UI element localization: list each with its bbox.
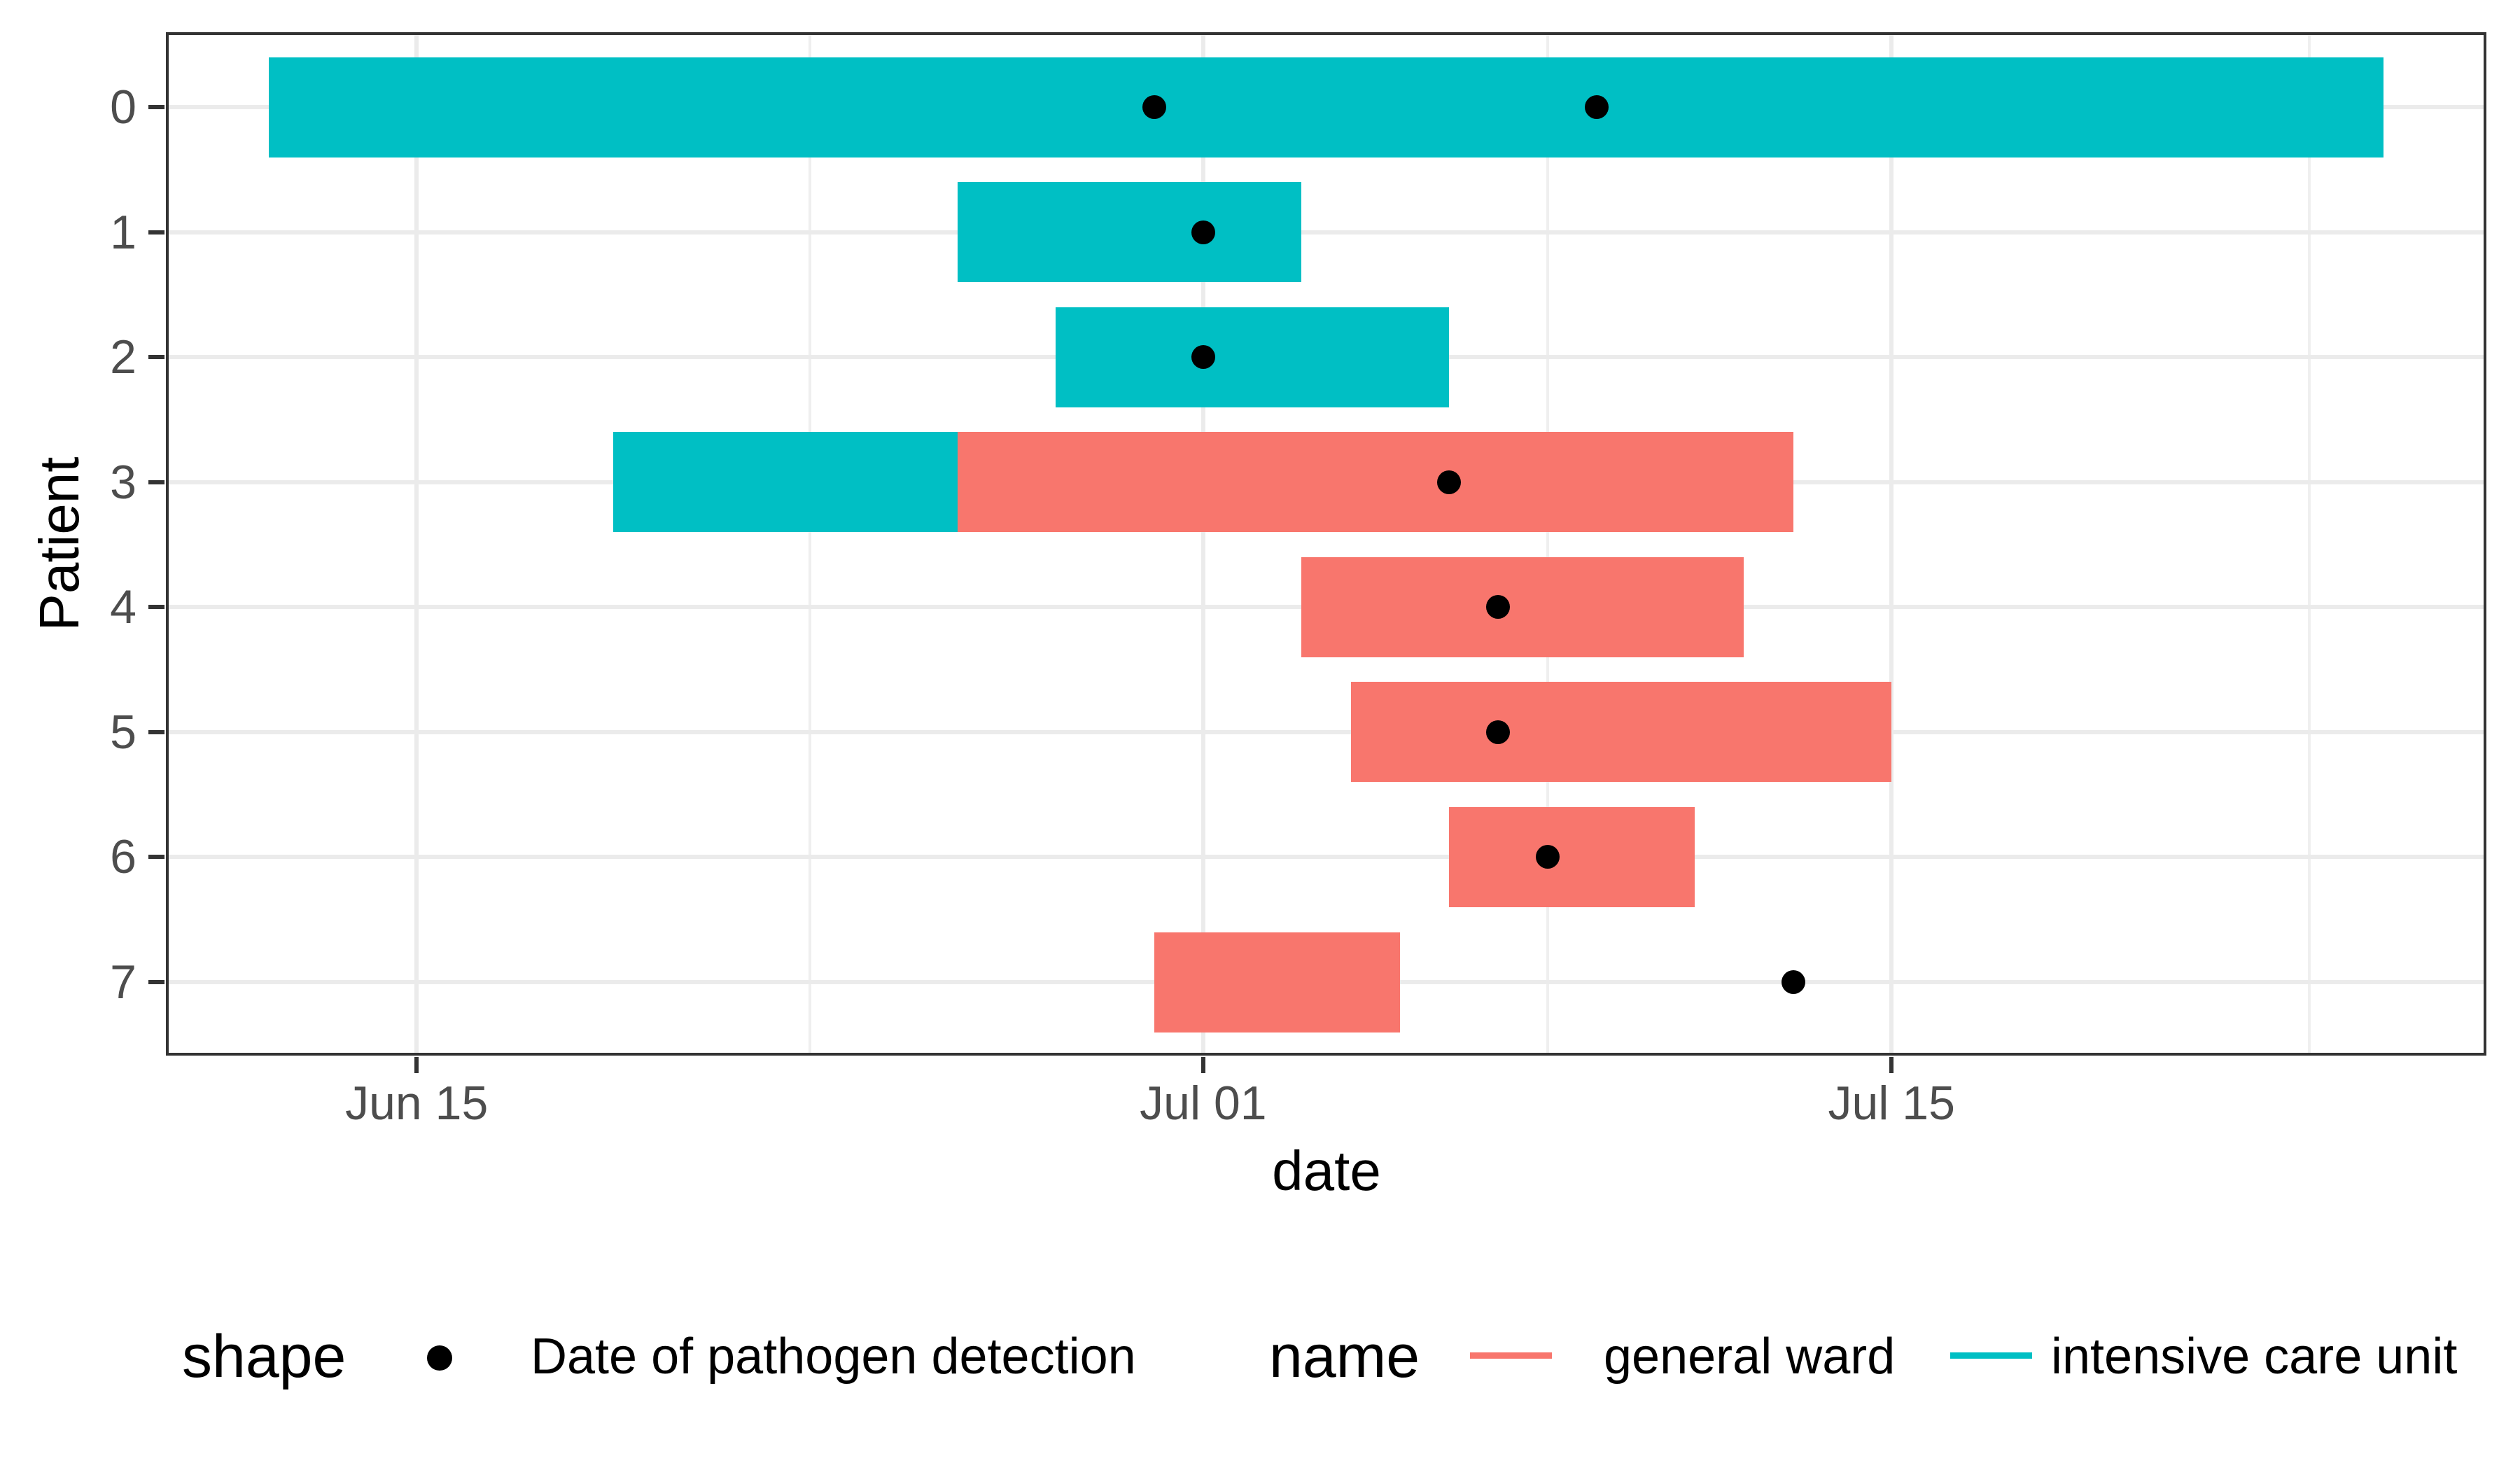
x-major-gridline bbox=[414, 32, 419, 1056]
detection-dot bbox=[1486, 720, 1511, 744]
y-tick-label: 5 bbox=[110, 705, 136, 759]
y-tick-label: 4 bbox=[110, 580, 136, 634]
stay-bar-general-ward-patient-5 bbox=[1350, 682, 1892, 783]
detection-dot bbox=[1142, 95, 1166, 119]
stay-bar-intensive-care-unit-patient-2 bbox=[1056, 307, 1450, 407]
y-tick bbox=[148, 479, 164, 484]
stay-bar-general-ward-patient-3 bbox=[957, 432, 1793, 533]
x-major-gridline bbox=[1889, 32, 1894, 1056]
y-tick bbox=[148, 980, 164, 984]
legend-shape-item-label: Date of pathogen detection bbox=[531, 1329, 1136, 1385]
x-tick-label: Jun 15 bbox=[345, 1077, 489, 1130]
legend-intensive-care-unit-label: intensive care unit bbox=[2051, 1329, 2458, 1385]
y-major-gridline bbox=[166, 729, 2486, 734]
x-axis-title: date bbox=[1272, 1140, 1381, 1202]
stay-bar-intensive-care-unit-patient-3 bbox=[613, 432, 958, 533]
stay-bar-general-ward-patient-4 bbox=[1301, 556, 1744, 657]
legend-name-title: name bbox=[1269, 1323, 1420, 1390]
x-minor-gridline bbox=[1546, 32, 1549, 1056]
detection-dot bbox=[1781, 970, 1805, 994]
y-tick-label: 0 bbox=[110, 80, 136, 134]
detection-dot bbox=[1191, 220, 1215, 244]
x-minor-gridline bbox=[808, 32, 812, 1056]
intensive-care-unit-key-line bbox=[1950, 1352, 2032, 1359]
detection-dot bbox=[1535, 845, 1560, 869]
x-tick bbox=[1200, 1057, 1205, 1073]
y-tick bbox=[148, 230, 164, 234]
panel-border bbox=[166, 32, 2486, 1056]
detection-dot bbox=[1584, 95, 1609, 119]
x-tick bbox=[1889, 1057, 1894, 1073]
y-tick-label: 7 bbox=[110, 955, 136, 1009]
stay-bar-general-ward-patient-6 bbox=[1449, 806, 1695, 907]
stay-bar-intensive-care-unit-patient-0 bbox=[269, 57, 2384, 158]
y-tick-label: 2 bbox=[110, 330, 136, 384]
x-tick-label: Jul 15 bbox=[1828, 1077, 1955, 1130]
y-tick-label: 3 bbox=[110, 455, 136, 509]
y-tick bbox=[148, 855, 164, 860]
y-major-gridline bbox=[166, 855, 2486, 860]
detection-dot bbox=[1437, 470, 1462, 494]
stay-bar-general-ward-patient-7 bbox=[1154, 932, 1400, 1032]
x-tick bbox=[414, 1057, 419, 1073]
y-tick bbox=[148, 355, 164, 360]
y-tick bbox=[148, 729, 164, 734]
x-tick-label: Jul 01 bbox=[1140, 1077, 1267, 1130]
general-ward-key-line bbox=[1470, 1352, 1552, 1359]
stay-bar-intensive-care-unit-patient-1 bbox=[957, 182, 1302, 283]
detection-dot bbox=[1191, 345, 1215, 370]
y-tick bbox=[148, 105, 164, 109]
y-tick bbox=[148, 605, 164, 610]
detection-dot bbox=[1486, 595, 1511, 620]
detection-dot-icon bbox=[427, 1345, 452, 1371]
x-minor-gridline bbox=[2308, 32, 2311, 1056]
y-tick-label: 1 bbox=[110, 205, 136, 259]
legend-shape-title: shape bbox=[182, 1323, 346, 1390]
y-tick-label: 6 bbox=[110, 830, 136, 884]
x-major-gridline bbox=[1200, 32, 1205, 1056]
legend-general-ward-label: general ward bbox=[1604, 1329, 1896, 1385]
y-major-gridline bbox=[166, 230, 2486, 234]
